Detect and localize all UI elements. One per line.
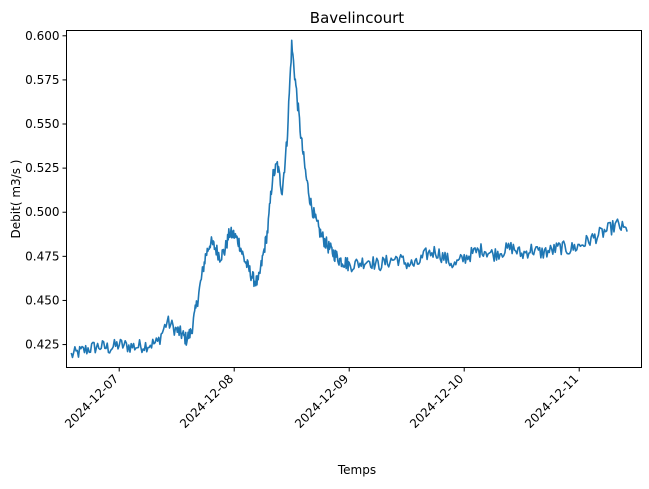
x-tick-label: 2024-12-11 xyxy=(522,372,581,431)
x-axis-label: Temps xyxy=(337,463,376,477)
y-tick-label: 0.600 xyxy=(25,29,59,43)
y-tick-label: 0.500 xyxy=(25,205,59,219)
x-tick-label: 2024-12-09 xyxy=(292,372,351,431)
y-tick-label: 0.575 xyxy=(25,73,59,87)
y-tick-label: 0.425 xyxy=(25,338,59,352)
chart-title: Bavelincourt xyxy=(310,9,405,27)
y-tick-label: 0.475 xyxy=(25,249,59,263)
x-tick-label: 2024-12-07 xyxy=(62,372,121,431)
x-axis: 2024-12-07 2024-12-08 2024-12-09 2024-12-10… xyxy=(62,367,581,431)
plot-area xyxy=(70,39,628,359)
x-tick-label: 2024-12-08 xyxy=(177,372,236,431)
x-tick-label: 2024-12-10 xyxy=(407,372,466,431)
y-axis: 0.425 0.450 0.475 0.500 0.525 0.550 0.575 0.600 xyxy=(25,29,67,352)
series-line xyxy=(70,39,628,359)
y-tick-label: 0.525 xyxy=(25,161,59,175)
plot-frame xyxy=(66,30,642,368)
y-axis-label: Debit( m3/s ) xyxy=(9,160,23,239)
y-tick-label: 0.450 xyxy=(25,293,59,307)
y-tick-label: 0.550 xyxy=(25,117,59,131)
